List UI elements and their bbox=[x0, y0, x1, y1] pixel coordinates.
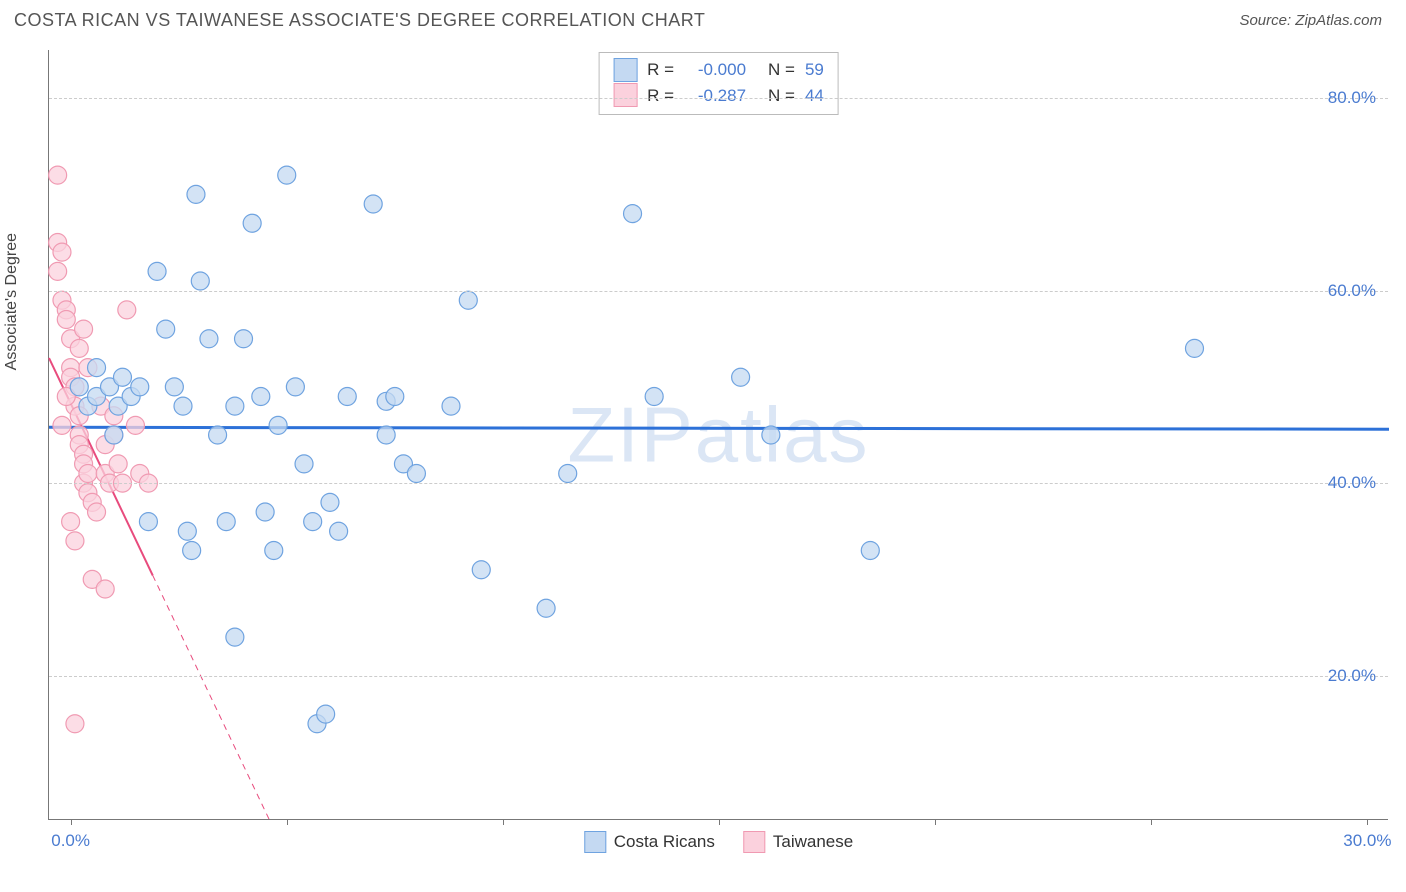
data-point bbox=[49, 166, 67, 184]
data-point bbox=[183, 542, 201, 560]
data-point bbox=[1185, 339, 1203, 357]
scatter-plot-svg bbox=[49, 50, 1388, 819]
y-axis-title: Associate's Degree bbox=[3, 233, 21, 370]
xtick-mark bbox=[287, 819, 288, 825]
chart-plot-area: ZIPatlas R =-0.000N =59R =-0.287N =44 Co… bbox=[48, 50, 1388, 820]
ytick-label: 60.0% bbox=[1328, 281, 1376, 301]
data-point bbox=[537, 599, 555, 617]
data-point bbox=[304, 513, 322, 531]
xtick-mark bbox=[503, 819, 504, 825]
xtick-label: 30.0% bbox=[1343, 831, 1391, 851]
data-point bbox=[200, 330, 218, 348]
data-point bbox=[126, 416, 144, 434]
data-point bbox=[66, 715, 84, 733]
data-point bbox=[235, 330, 253, 348]
xtick-mark bbox=[1151, 819, 1152, 825]
data-point bbox=[96, 580, 114, 598]
data-point bbox=[321, 493, 339, 511]
data-point bbox=[559, 465, 577, 483]
data-point bbox=[148, 262, 166, 280]
data-point bbox=[330, 522, 348, 540]
data-point bbox=[295, 455, 313, 473]
data-point bbox=[256, 503, 274, 521]
legend-series-item: Costa Ricans bbox=[584, 831, 715, 853]
data-point bbox=[191, 272, 209, 290]
data-point bbox=[442, 397, 460, 415]
data-point bbox=[252, 388, 270, 406]
legend-swatch bbox=[613, 83, 637, 107]
data-point bbox=[317, 705, 335, 723]
data-point bbox=[113, 368, 131, 386]
data-point bbox=[209, 426, 227, 444]
chart-title: COSTA RICAN VS TAIWANESE ASSOCIATE'S DEG… bbox=[14, 10, 705, 31]
data-point bbox=[53, 416, 71, 434]
regression-line bbox=[49, 427, 1389, 429]
data-point bbox=[131, 378, 149, 396]
xtick-mark bbox=[1367, 819, 1368, 825]
legend-swatch bbox=[584, 831, 606, 853]
data-point bbox=[139, 513, 157, 531]
xtick-mark bbox=[719, 819, 720, 825]
regression-line bbox=[153, 575, 270, 820]
data-point bbox=[472, 561, 490, 579]
ytick-label: 80.0% bbox=[1328, 88, 1376, 108]
data-point bbox=[861, 542, 879, 560]
gridline-h bbox=[49, 98, 1388, 99]
data-point bbox=[377, 426, 395, 444]
data-point bbox=[109, 455, 127, 473]
data-point bbox=[278, 166, 296, 184]
data-point bbox=[53, 243, 71, 261]
ytick-label: 20.0% bbox=[1328, 666, 1376, 686]
series-legend: Costa Ricans Taiwanese bbox=[584, 831, 853, 853]
legend-swatch bbox=[743, 831, 765, 853]
data-point bbox=[226, 397, 244, 415]
data-point bbox=[165, 378, 183, 396]
data-point bbox=[732, 368, 750, 386]
data-point bbox=[178, 522, 196, 540]
gridline-h bbox=[49, 483, 1388, 484]
xtick-label: 0.0% bbox=[51, 831, 90, 851]
legend-series-item: Taiwanese bbox=[743, 831, 853, 853]
data-point bbox=[269, 416, 287, 434]
data-point bbox=[75, 320, 93, 338]
data-point bbox=[762, 426, 780, 444]
gridline-h bbox=[49, 291, 1388, 292]
legend-stat-row: R =-0.000N =59 bbox=[613, 57, 824, 83]
xtick-mark bbox=[935, 819, 936, 825]
data-point bbox=[79, 465, 97, 483]
legend-swatch bbox=[613, 58, 637, 82]
data-point bbox=[243, 214, 261, 232]
data-point bbox=[459, 291, 477, 309]
data-point bbox=[217, 513, 235, 531]
data-point bbox=[407, 465, 425, 483]
data-point bbox=[57, 311, 75, 329]
data-point bbox=[70, 378, 88, 396]
data-point bbox=[174, 397, 192, 415]
data-point bbox=[645, 388, 663, 406]
xtick-mark bbox=[71, 819, 72, 825]
data-point bbox=[49, 262, 67, 280]
data-point bbox=[338, 388, 356, 406]
legend-stat-row: R =-0.287N =44 bbox=[613, 83, 824, 109]
gridline-h bbox=[49, 676, 1388, 677]
data-point bbox=[286, 378, 304, 396]
data-point bbox=[187, 185, 205, 203]
source-label: Source: ZipAtlas.com bbox=[1239, 12, 1382, 29]
data-point bbox=[70, 339, 88, 357]
ytick-label: 40.0% bbox=[1328, 473, 1376, 493]
data-point bbox=[265, 542, 283, 560]
correlation-legend: R =-0.000N =59R =-0.287N =44 bbox=[598, 52, 839, 115]
data-point bbox=[88, 503, 106, 521]
data-point bbox=[157, 320, 175, 338]
data-point bbox=[118, 301, 136, 319]
data-point bbox=[88, 359, 106, 377]
data-point bbox=[62, 513, 80, 531]
data-point bbox=[386, 388, 404, 406]
data-point bbox=[364, 195, 382, 213]
data-point bbox=[226, 628, 244, 646]
data-point bbox=[105, 426, 123, 444]
data-point bbox=[66, 532, 84, 550]
data-point bbox=[624, 205, 642, 223]
